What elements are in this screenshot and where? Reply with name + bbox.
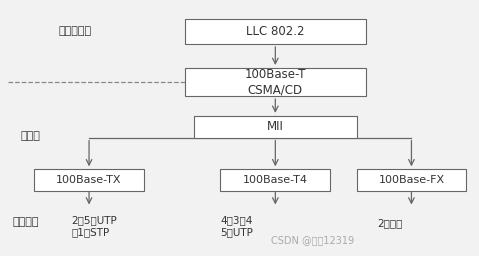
Text: 2芗光纤: 2芗光纤 xyxy=(377,218,402,228)
Text: MII: MII xyxy=(267,120,284,133)
FancyBboxPatch shape xyxy=(356,169,467,191)
Text: 4列3、4
5类UTP: 4列3、4 5类UTP xyxy=(220,215,253,237)
Text: 100Base-FX: 100Base-FX xyxy=(378,175,445,185)
FancyBboxPatch shape xyxy=(184,18,366,44)
FancyBboxPatch shape xyxy=(184,68,366,96)
Text: 数据链路层: 数据链路层 xyxy=(58,26,91,36)
Text: 100Base-T4: 100Base-T4 xyxy=(243,175,308,185)
Text: CSDN @倡夏12319: CSDN @倡夏12319 xyxy=(271,236,354,246)
Text: 2列5类UTP
或1类STP: 2列5类UTP 或1类STP xyxy=(71,215,117,237)
FancyBboxPatch shape xyxy=(194,116,356,137)
Text: LLC 802.2: LLC 802.2 xyxy=(246,25,305,38)
Text: 100Base-TX: 100Base-TX xyxy=(57,175,122,185)
Text: 传输介质: 传输介质 xyxy=(12,217,39,227)
Text: 100Base-T
CSMA/CD: 100Base-T CSMA/CD xyxy=(245,68,306,96)
FancyBboxPatch shape xyxy=(34,169,144,191)
Text: 物理层: 物理层 xyxy=(21,131,41,141)
FancyBboxPatch shape xyxy=(220,169,330,191)
